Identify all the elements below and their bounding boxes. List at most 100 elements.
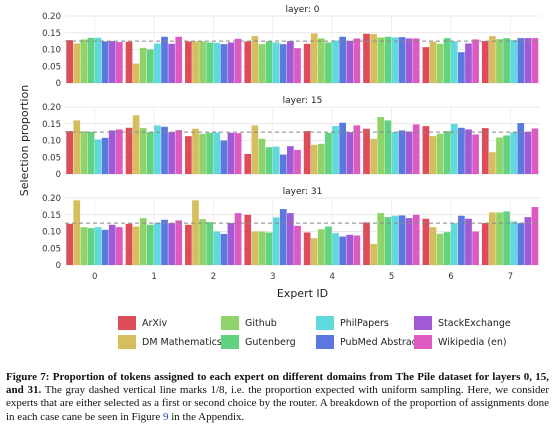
bar <box>161 126 168 174</box>
bar <box>251 36 259 83</box>
bar <box>496 212 503 265</box>
legend-item: PhilPapers <box>316 316 389 330</box>
bar <box>325 42 332 83</box>
bar <box>481 223 489 265</box>
bar <box>101 137 109 174</box>
panel-title: layer: 0 <box>285 5 319 15</box>
bar <box>199 41 206 83</box>
bar <box>510 132 518 174</box>
bar <box>80 227 88 265</box>
bar <box>517 123 525 174</box>
bar <box>450 41 458 83</box>
bar <box>531 128 539 174</box>
bar <box>101 41 109 83</box>
bar <box>429 227 437 265</box>
bar <box>234 38 242 83</box>
x-tick-label: 5 <box>389 272 394 282</box>
bar <box>339 36 346 83</box>
bar <box>199 133 206 174</box>
bar <box>332 40 339 83</box>
bar <box>80 131 88 174</box>
bar <box>185 224 192 265</box>
caption-text-end: in the Appendix. <box>171 410 245 423</box>
bar <box>132 115 140 174</box>
bar <box>436 43 444 83</box>
bar <box>258 138 266 174</box>
bar <box>429 136 437 174</box>
bar <box>472 231 479 265</box>
bar <box>405 38 413 83</box>
bar <box>161 219 168 265</box>
bar <box>294 149 301 174</box>
bar <box>377 213 385 265</box>
bar <box>391 215 399 265</box>
bar <box>363 33 370 83</box>
bar <box>412 124 420 174</box>
bar <box>115 227 123 265</box>
y-tick-label: 0.15 <box>42 120 61 130</box>
bar <box>227 223 235 265</box>
bar <box>265 232 273 265</box>
bar <box>244 41 252 83</box>
y-tick-label: 0 <box>56 79 61 89</box>
legend: ArXiv DM Mathematics Github Gutenberg PhilPa… <box>118 316 538 356</box>
bar <box>422 126 430 174</box>
x-tick-label: 3 <box>270 272 275 282</box>
bar <box>94 227 102 265</box>
y-tick-label: 0.05 <box>42 153 61 163</box>
bar <box>398 37 406 83</box>
bar <box>384 36 392 83</box>
bar <box>125 41 133 83</box>
bar <box>168 43 175 83</box>
bar <box>443 232 451 265</box>
caption-text: The gray dashed vertical line marks 1/8,… <box>6 384 549 423</box>
bar <box>450 223 458 265</box>
bar <box>272 146 280 174</box>
bar <box>154 125 161 174</box>
bar <box>503 135 510 174</box>
y-tick-label: 0.20 <box>42 12 61 22</box>
bar <box>465 218 472 265</box>
bar <box>503 38 510 83</box>
caption-label: Figure 7: <box>6 371 50 383</box>
bar <box>332 233 339 265</box>
bar <box>481 41 489 83</box>
bar <box>175 130 183 174</box>
figure-reference-link[interactable]: 9 <box>162 410 169 423</box>
bar <box>489 36 496 83</box>
bar <box>458 52 465 83</box>
bar <box>108 224 116 265</box>
bar <box>412 214 420 265</box>
bar <box>363 128 370 174</box>
bar <box>199 219 206 265</box>
bar <box>405 218 413 265</box>
bar <box>258 44 266 83</box>
bar <box>206 132 214 174</box>
bar <box>422 47 430 83</box>
bar <box>279 154 287 174</box>
bar <box>353 125 361 174</box>
bar <box>310 144 318 174</box>
bar <box>524 131 532 174</box>
bar <box>192 128 199 174</box>
bar <box>272 217 280 265</box>
bar <box>332 126 339 174</box>
bar <box>294 225 301 265</box>
bar <box>139 47 147 83</box>
bar <box>325 132 332 174</box>
bar <box>234 133 242 174</box>
bar <box>422 218 430 265</box>
bar <box>303 43 311 83</box>
bar <box>185 41 192 83</box>
bar <box>436 133 444 174</box>
bar <box>510 40 518 83</box>
y-tick-label: 0.15 <box>42 211 61 221</box>
bar <box>265 41 273 83</box>
bar <box>272 42 280 83</box>
y-tick-label: 0.20 <box>42 194 61 204</box>
legend-swatch <box>316 335 334 349</box>
bar <box>192 41 199 83</box>
legend-label: Gutenberg <box>245 336 296 348</box>
bar <box>481 128 489 174</box>
y-tick-label: 0 <box>56 261 61 271</box>
